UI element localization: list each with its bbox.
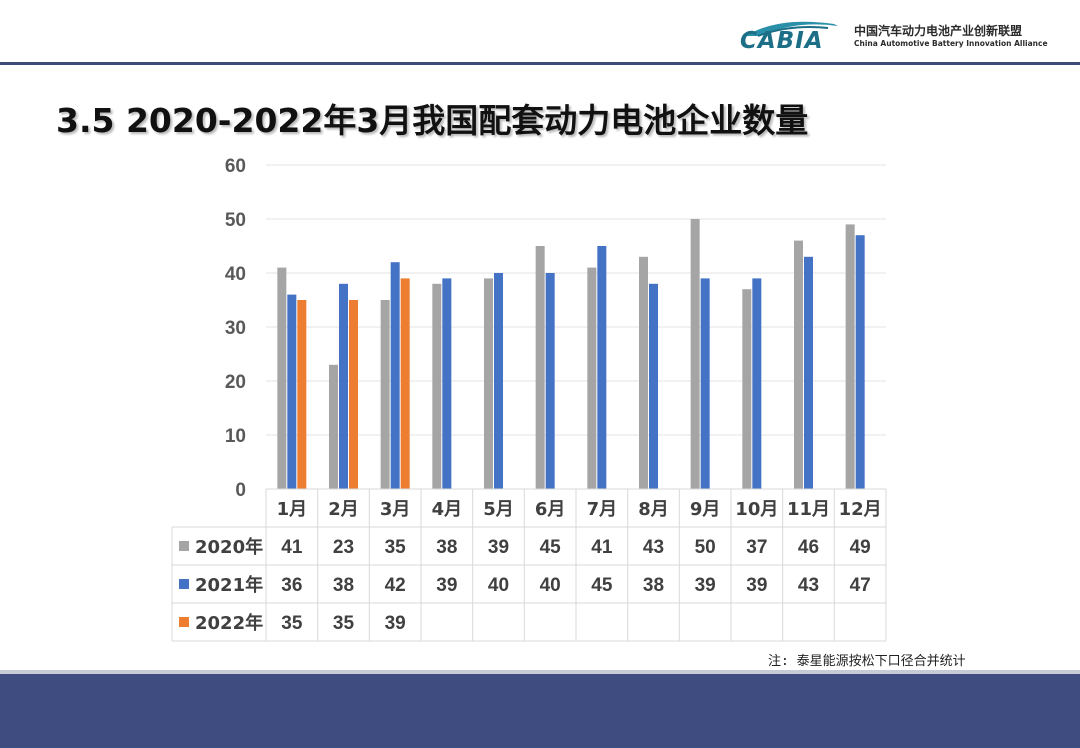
data-label: 35 [281,613,303,634]
bar [484,278,493,489]
data-label: 50 [695,537,716,558]
bar [649,283,658,489]
bar [587,267,597,489]
x-tick-label: 3月 [380,499,411,520]
bar [349,300,358,489]
data-label: 23 [333,537,354,558]
y-tick-label: 50 [225,210,246,231]
legend-swatch [179,579,189,589]
bar [277,267,287,489]
bar [297,300,307,489]
bar [752,278,762,489]
bar [804,256,813,489]
x-tick-label: 8月 [638,499,669,520]
data-label: 43 [643,537,664,558]
bar [442,278,452,489]
x-tick-label: 9月 [690,499,721,520]
logo-wordmark: CABIA [740,28,824,54]
bar [494,273,503,489]
cabia-logo: CABIA 中国汽车动力电池产业创新联盟 China Automotive Ba… [738,14,1078,58]
bar [545,273,555,489]
data-label: 39 [488,537,509,558]
x-tick-label: 7月 [587,499,618,520]
bar [432,283,442,489]
data-label: 46 [798,537,819,558]
legend-swatch [179,617,189,627]
bar [380,300,390,489]
bar [287,294,297,489]
data-label: 43 [798,575,819,596]
data-label: 41 [591,537,613,558]
bar [329,364,338,489]
bar [742,289,752,489]
data-label: 45 [591,575,613,596]
car-roof-logo-icon [746,21,838,37]
x-tick-label: 11月 [787,499,830,520]
bar [339,283,348,489]
data-label: 39 [436,575,457,596]
legend-label: 2020年 [195,536,263,558]
y-tick-label: 60 [225,156,246,177]
data-label: 35 [385,537,407,558]
data-label: 41 [281,537,303,558]
data-label: 36 [281,575,302,596]
bar [700,278,710,489]
legend-label: 2022年 [195,612,263,634]
bar [597,246,607,489]
x-tick-label: 10月 [735,499,778,520]
bar [535,246,545,489]
x-tick-label: 4月 [432,499,463,520]
data-label: 40 [488,575,509,596]
footer-bar [0,674,1080,748]
data-label: 38 [333,575,354,596]
data-label: 38 [643,575,664,596]
footer-shadow [0,670,1080,674]
legend-label: 2021年 [195,574,263,596]
x-tick-label: 2月 [328,499,359,520]
data-label: 40 [540,575,561,596]
org-name-en: China Automotive Battery Innovation Alli… [854,39,1048,48]
footnote: 注: 泰星能源按松下口径合并统计 [768,654,966,669]
bar [855,235,865,489]
data-label: 39 [746,575,767,596]
bar [390,262,400,489]
data-label: 39 [695,575,716,596]
bar [794,240,803,489]
x-tick-label: 1月 [277,499,308,520]
header-bar [0,0,1080,64]
y-tick-label: 0 [235,480,246,501]
y-tick-label: 40 [225,264,246,285]
data-label: 47 [850,575,871,596]
data-label: 37 [746,537,767,558]
bar [690,219,700,489]
x-tick-label: 6月 [535,499,566,520]
bar [400,278,410,489]
y-tick-label: 20 [225,372,246,393]
data-label: 35 [333,613,355,634]
data-label: 49 [850,537,871,558]
legend-swatch [179,541,189,551]
page-title: 3.5 2020-2022年3月我国配套动力电池企业数量 [56,101,809,140]
y-tick-label: 10 [225,426,246,447]
data-label: 38 [436,537,457,558]
bar [639,256,648,489]
data-label: 42 [385,575,406,596]
x-tick-label: 5月 [483,499,514,520]
bar [845,224,855,489]
y-tick-label: 30 [225,318,246,339]
data-label: 45 [540,537,562,558]
x-tick-label: 12月 [839,499,882,520]
org-name-cn: 中国汽车动力电池产业创新联盟 [854,24,1023,38]
data-label: 39 [385,613,406,634]
header-divider [0,62,1080,65]
